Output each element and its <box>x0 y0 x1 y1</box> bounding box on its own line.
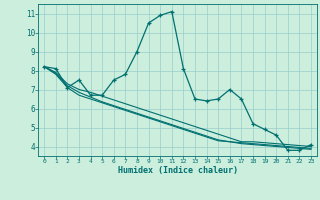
X-axis label: Humidex (Indice chaleur): Humidex (Indice chaleur) <box>118 166 238 175</box>
